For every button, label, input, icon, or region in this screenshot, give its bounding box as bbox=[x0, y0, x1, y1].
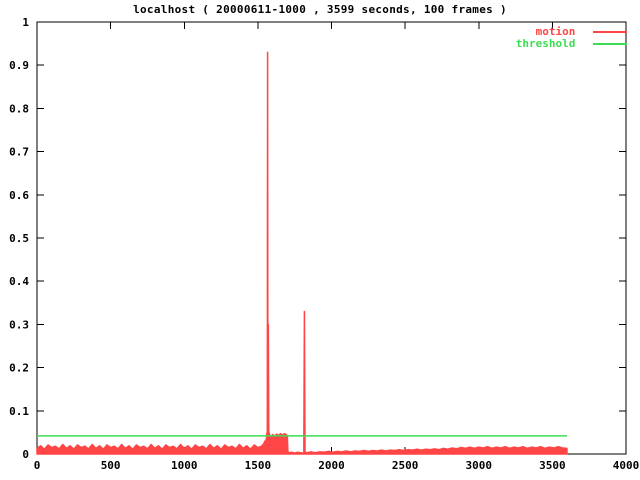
y-tick-label: 0.5 bbox=[9, 232, 29, 245]
y-tick-label: 0.7 bbox=[9, 146, 29, 159]
y-tick-label: 0.9 bbox=[9, 59, 29, 72]
y-tick-label: 0.6 bbox=[9, 189, 29, 202]
x-tick-label: 1500 bbox=[245, 459, 272, 472]
x-tick-label: 2500 bbox=[392, 459, 419, 472]
x-tick-label: 4000 bbox=[613, 459, 640, 472]
y-tick-label: 0.8 bbox=[9, 102, 29, 115]
x-tick-label: 3000 bbox=[466, 459, 493, 472]
x-tick-label: 2000 bbox=[318, 459, 345, 472]
plot-border bbox=[36, 21, 627, 455]
x-tick-label: 500 bbox=[101, 459, 121, 472]
chart-title: localhost ( 20000611-1000 , 3599 seconds… bbox=[133, 3, 507, 16]
x-tick-label: 0 bbox=[34, 459, 41, 472]
legend-label-motion: motion bbox=[535, 25, 576, 38]
y-tick-label: 0.4 bbox=[9, 275, 29, 288]
motion-line-sample bbox=[593, 30, 627, 33]
x-tick-label: 1000 bbox=[171, 459, 198, 472]
x-tick-label: 3500 bbox=[539, 459, 566, 472]
legend-item-threshold: threshold bbox=[515, 37, 627, 50]
series-motion bbox=[36, 51, 568, 455]
legend-item-motion: motion bbox=[516, 25, 627, 38]
y-tick-label: 0.3 bbox=[9, 318, 29, 331]
legend-label-threshold: threshold bbox=[515, 37, 576, 50]
legend: motion threshold bbox=[515, 25, 627, 50]
y-tick-label: 0 bbox=[22, 448, 29, 461]
y-tick-label: 0.1 bbox=[9, 405, 29, 418]
y-tick-label: 1 bbox=[22, 16, 29, 29]
y-tick-label: 0.2 bbox=[9, 362, 29, 375]
threshold-line-sample bbox=[593, 42, 627, 45]
